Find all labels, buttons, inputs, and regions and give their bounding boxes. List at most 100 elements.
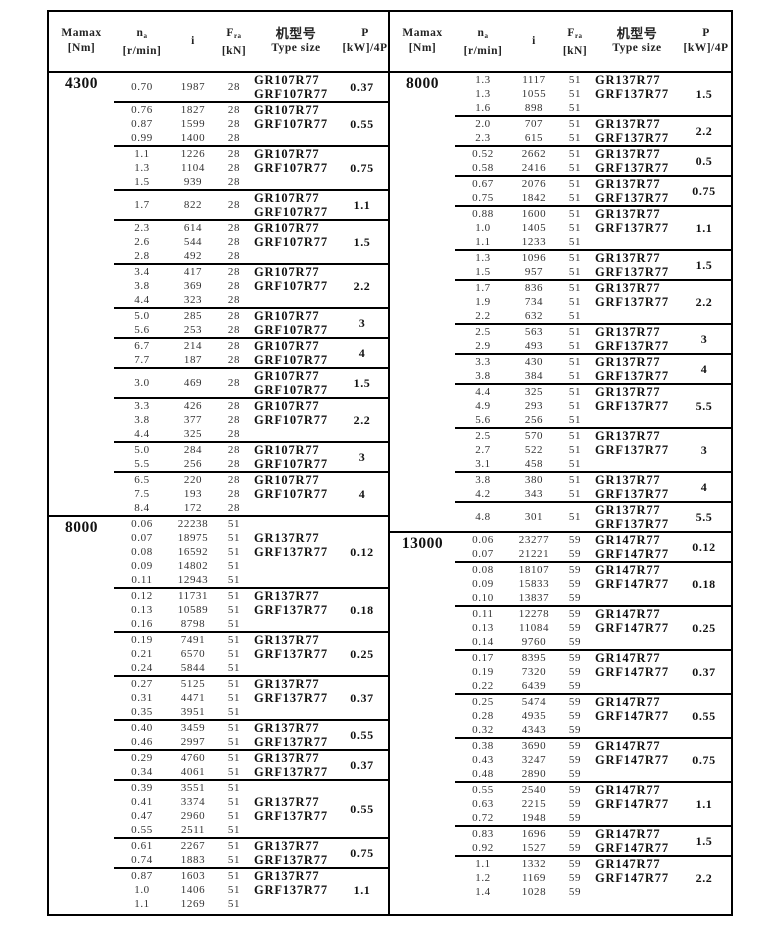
ratio-cell: 214 [183, 340, 203, 352]
radial-load-cell: 28 [227, 236, 241, 248]
ratio-cell: 1332 [521, 858, 547, 870]
radial-load-cell: 28 [227, 222, 241, 234]
type-size-grf: GRF137R77 [254, 765, 328, 779]
output-speed-cell: 1.9 [475, 296, 491, 308]
header-radial-load-line: [kN] [557, 44, 593, 59]
radial-load-cell: 59 [568, 842, 582, 854]
header-radial-load: Fra [kN] [557, 26, 593, 59]
power-group: 0.38 3690 59 0.43 3247 59 0.48 2890 59 GR147R77 GR… [455, 737, 731, 781]
radial-load-cell: 51 [568, 511, 582, 523]
header-radial-load: Fra [kN] [216, 26, 252, 59]
radial-load-cell: 51 [568, 326, 582, 338]
type-size-gr: GR107R77 [254, 221, 320, 235]
type-size-grf: GRF137R77 [254, 545, 328, 559]
ratio-cell: 1603 [180, 870, 206, 882]
radial-load-cell: 51 [227, 678, 241, 690]
radial-load-cell: 51 [568, 88, 582, 100]
header-type-size-text: Type size [612, 42, 662, 54]
output-speed-cell: 3.4 [134, 266, 150, 278]
ratio-cell: 369 [183, 280, 203, 292]
radial-load-cell: 51 [227, 574, 241, 586]
power-group: 3.4 417 28 3.8 369 28 4.4 323 28 GR107R77 GRF107R7… [114, 263, 388, 307]
ratio-cell: 2997 [180, 736, 206, 748]
output-speed-cell: 5.5 [134, 458, 150, 470]
radial-load-cell: 51 [227, 532, 241, 544]
power-group: 3.3 426 28 3.8 377 28 4.4 325 28 GR107R77 GRF107R7… [114, 397, 388, 441]
power-value: 0.18 [350, 603, 374, 617]
type-size-gr: GR137R77 [595, 117, 661, 131]
output-speed-cell: 1.1 [475, 236, 491, 248]
ratio-cell: 2662 [521, 148, 547, 160]
output-speed-cell: 0.99 [131, 132, 153, 144]
radial-load-cell: 51 [568, 296, 582, 308]
output-speed-cell: 0.32 [472, 724, 494, 736]
type-size-grf: GRF147R77 [595, 665, 669, 679]
radial-load-cell: 51 [227, 824, 241, 836]
type-size-gr: GR137R77 [595, 325, 661, 339]
power-group: 4.4 325 51 4.9 293 51 5.6 256 51 GR137R77 GRF137R7… [455, 383, 731, 427]
power-group: 3.8 380 51 4.2 343 51 GR137R77 GRF137R77 4 [455, 471, 731, 501]
output-speed-cell: 1.0 [475, 222, 491, 234]
type-size-grf: GRF107R77 [254, 161, 328, 175]
power-group: 1.7 836 51 1.9 734 51 2.2 632 51 GR137R77 GRF137R7… [455, 279, 731, 323]
radial-load-cell: 51 [568, 444, 582, 456]
output-speed-cell: 0.55 [472, 784, 494, 796]
power-group: 5.0 284 28 5.5 256 28 GR107R77 GRF107R77 3 [114, 441, 388, 471]
type-size-gr: GR107R77 [254, 369, 320, 383]
radial-load-cell: 28 [227, 354, 241, 366]
type-size-grf: GRF137R77 [595, 87, 669, 101]
type-size-gr: GR137R77 [254, 633, 320, 647]
output-speed-cell: 0.74 [131, 854, 153, 866]
ratio-cell: 325 [524, 386, 544, 398]
type-size-grf: GRF137R77 [595, 131, 669, 145]
radial-load-cell: 51 [568, 132, 582, 144]
power-value: 1.5 [695, 258, 713, 272]
radial-load-cell: 51 [227, 706, 241, 718]
output-speed-cell: 1.0 [134, 884, 150, 896]
type-size-grf: GRF137R77 [595, 399, 669, 413]
ratio-cell: 3951 [180, 706, 206, 718]
power-value: 3 [358, 316, 366, 330]
header-output-speed-text: n [477, 27, 485, 39]
ratio-cell: 898 [524, 102, 544, 114]
output-speed-cell: 1.4 [475, 886, 491, 898]
type-size-grf: GRF147R77 [595, 547, 669, 561]
ratio-cell: 5125 [180, 678, 206, 690]
radial-load-cell: 51 [227, 736, 241, 748]
power-value: 0.75 [350, 161, 374, 175]
type-size-gr: GR147R77 [595, 607, 661, 621]
power-group: 0.17 8395 59 0.19 7320 59 0.22 6439 59 GR147R77 GR… [455, 649, 731, 693]
ratio-cell: 3247 [521, 754, 547, 766]
output-speed-cell: 0.61 [131, 840, 153, 852]
radial-load-cell: 51 [568, 102, 582, 114]
output-speed-cell: 0.48 [472, 768, 494, 780]
power-group: 6.5 220 28 7.5 193 28 8.4 172 28 GR107R77 GRF107R7… [114, 471, 388, 515]
type-size-gr: GR137R77 [595, 207, 661, 221]
type-size-grf: GRF137R77 [595, 191, 669, 205]
ratio-cell: 632 [524, 310, 544, 322]
power-value: 0.55 [350, 117, 374, 131]
type-size-gr: GR147R77 [595, 533, 661, 547]
header-type-size-text: Type size [271, 42, 321, 54]
type-size-grf: GRF137R77 [595, 221, 669, 235]
ratio-cell: 284 [183, 444, 203, 456]
output-speed-cell: 0.17 [472, 652, 494, 664]
radial-load-cell: 28 [227, 474, 241, 486]
power-value: 3 [358, 450, 366, 464]
ratio-cell: 18107 [518, 564, 550, 576]
ratio-cell: 2540 [521, 784, 547, 796]
ratio-cell: 1169 [522, 872, 546, 884]
power-value: 0.12 [350, 545, 374, 559]
power-group: 1.3 1117 51 1.3 1055 51 1.6 898 51 GR137R77 GRF137… [455, 73, 731, 115]
output-speed-cell: 0.38 [472, 740, 494, 752]
power-group: 6.7 214 28 7.7 187 28 GR107R77 GRF107R77 4 [114, 337, 388, 367]
ratio-cell: 6570 [180, 648, 206, 660]
ratio-cell: 458 [524, 458, 544, 470]
power-value: 3 [700, 443, 708, 457]
torque-section: 8000 0.06 22238 51 0.07 18975 51 0.08 16592 51 0.0… [49, 515, 388, 911]
power-value: 1.5 [695, 834, 713, 848]
output-speed-cell: 1.3 [134, 162, 150, 174]
power-group: 2.5 563 51 2.9 493 51 GR137R77 GRF137R77 3 [455, 323, 731, 353]
radial-load-cell: 28 [227, 414, 241, 426]
radial-load-cell: 51 [568, 356, 582, 368]
